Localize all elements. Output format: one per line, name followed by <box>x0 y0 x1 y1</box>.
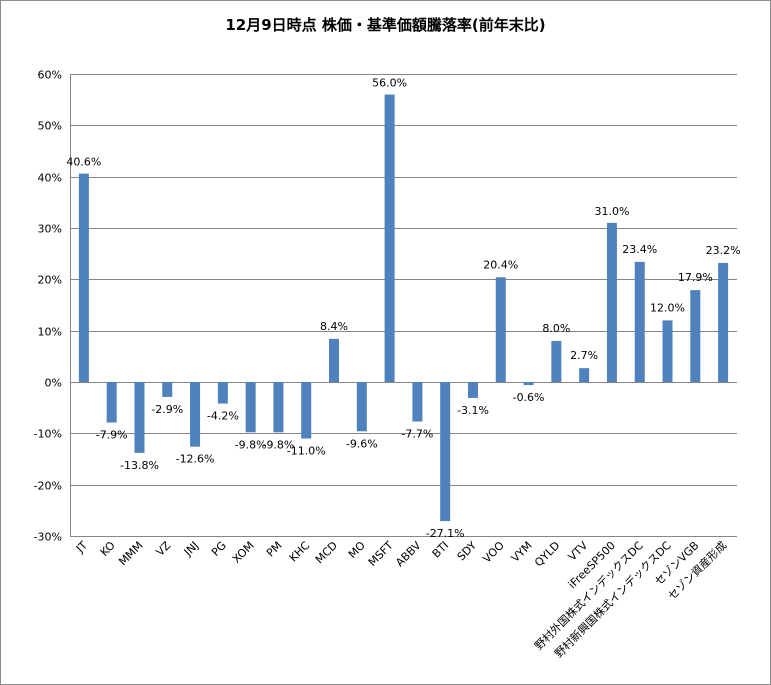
data-label: 40.6% <box>66 156 101 169</box>
data-label: -9.8% <box>262 438 294 451</box>
data-label: 56.0% <box>372 77 407 90</box>
data-label: 12.0% <box>650 301 685 314</box>
data-label: 2.7% <box>570 349 598 362</box>
x-tick-label: MCD <box>313 539 340 566</box>
x-tick-label: JNJ <box>181 539 201 559</box>
x-tick-label: SDY <box>455 539 480 564</box>
bar <box>634 261 645 382</box>
bar <box>551 340 562 382</box>
x-tick-label: VOO <box>480 539 507 566</box>
bar <box>190 382 201 447</box>
data-label: -11.0% <box>287 444 326 457</box>
y-tick-label: 30% <box>38 223 62 236</box>
y-tick-label: -30% <box>34 531 62 544</box>
data-label: -9.6% <box>346 437 378 450</box>
x-tick-label: ABBV <box>393 539 424 570</box>
data-label: 20.4% <box>483 258 518 271</box>
data-label: 8.4% <box>320 320 348 333</box>
x-tick-label: PG <box>209 539 229 559</box>
chart-title: 12月9日時点 株価・基準価額騰落率(前年末比) <box>225 16 546 34</box>
x-tick-label: MO <box>346 539 368 561</box>
x-tick-label: KO <box>98 539 118 559</box>
bar <box>606 222 617 382</box>
bar <box>467 382 478 398</box>
bar <box>301 382 312 439</box>
data-label: -12.6% <box>176 453 215 466</box>
bar <box>329 338 340 382</box>
bar <box>217 382 228 404</box>
data-label: -9.8% <box>235 438 267 451</box>
bar <box>579 368 590 382</box>
x-tick-label: KHC <box>287 539 313 565</box>
data-label: -7.9% <box>96 429 128 442</box>
data-label: -7.7% <box>401 428 433 441</box>
y-tick-label: 0% <box>45 377 62 390</box>
y-tick-label: -10% <box>34 428 62 441</box>
x-tick-label: BTI <box>430 539 452 561</box>
bar <box>495 277 506 382</box>
x-tick-label: VYM <box>509 539 535 565</box>
data-label: -13.8% <box>120 459 159 472</box>
y-tick-label: 60% <box>38 69 62 82</box>
y-tick-label: 50% <box>38 120 62 133</box>
bar <box>690 290 701 382</box>
bar <box>106 382 117 423</box>
bar <box>440 382 451 522</box>
bar <box>134 382 145 453</box>
data-label: 31.0% <box>594 205 629 218</box>
data-label: 8.0% <box>542 322 570 335</box>
bar <box>162 382 173 397</box>
data-label: -2.9% <box>151 403 183 416</box>
bar <box>662 320 673 382</box>
data-label: 23.4% <box>622 243 657 256</box>
x-tick-label: PM <box>264 539 285 560</box>
bar <box>356 382 367 432</box>
x-tick-label: QYLD <box>532 539 562 569</box>
x-tick-label: VZ <box>154 539 174 559</box>
data-label: -3.1% <box>457 404 489 417</box>
y-tick-label: 10% <box>38 326 62 339</box>
x-tick-label: MMM <box>116 539 145 568</box>
data-label: -4.2% <box>207 410 239 423</box>
y-tick-label: 40% <box>38 172 62 185</box>
bar <box>78 173 89 382</box>
y-tick-label: -20% <box>34 480 62 493</box>
data-label: -0.6% <box>513 391 545 404</box>
data-label: 17.9% <box>678 271 713 284</box>
data-label: 23.2% <box>706 244 741 257</box>
x-tick-label: XOM <box>230 539 257 566</box>
bar <box>718 262 729 382</box>
bar <box>245 382 256 433</box>
y-tick-label: 20% <box>38 274 62 287</box>
bar <box>412 382 423 422</box>
x-tick-label: MSFT <box>366 539 396 569</box>
data-label: -27.1% <box>426 527 465 540</box>
bar <box>273 382 284 433</box>
bar <box>523 382 534 386</box>
bar <box>384 94 395 383</box>
x-tick-label: JT <box>73 539 90 556</box>
